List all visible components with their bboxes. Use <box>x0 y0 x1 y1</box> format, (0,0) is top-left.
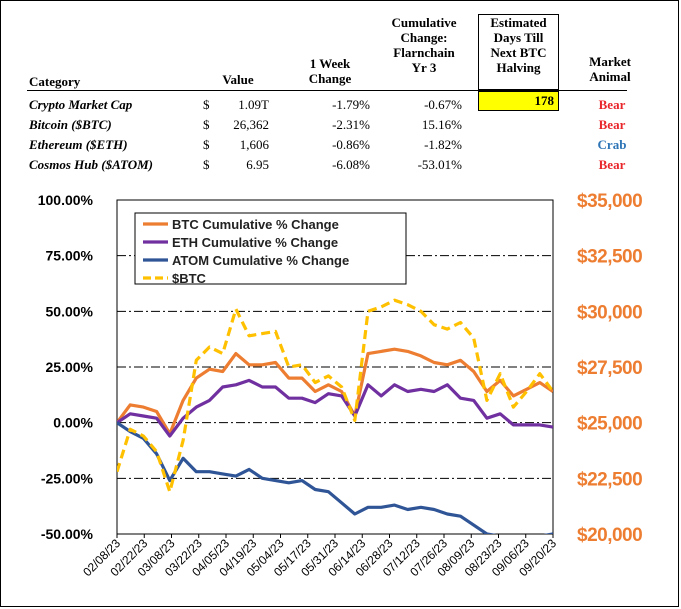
header-category: Category <box>29 74 81 89</box>
row-week-change: -2.31% <box>332 117 370 132</box>
header-underline <box>27 90 627 91</box>
row-market-animal: Bear <box>598 97 626 112</box>
legend-label: ETH Cumulative % Change <box>172 235 338 250</box>
series-line-eth-cumulative-change <box>117 378 553 438</box>
row-currency: $ <box>203 97 210 112</box>
header-value: Value <box>222 72 254 87</box>
halving-header-box <box>478 14 559 90</box>
right-tick-label: $30,000 <box>577 302 642 323</box>
legend-box <box>134 212 407 285</box>
legend-label: $BTC <box>172 271 207 286</box>
right-tick-label: $25,000 <box>577 414 642 435</box>
row-week-change: -0.86% <box>332 137 370 152</box>
header-cumulative-change: Cumulative Change: Flarnchain Yr 3 <box>378 15 470 75</box>
row-value: 26,362 <box>233 117 269 132</box>
legend-label: BTC Cumulative % Change <box>172 217 339 232</box>
header-halving-line-1: Estimated <box>490 15 547 30</box>
right-tick-label: $35,000 <box>577 191 642 212</box>
header-halving-line-2: Days Till <box>493 30 544 45</box>
header-animal-line-1: Market <box>589 54 631 69</box>
header-halving-line-3: Next BTC <box>490 45 547 60</box>
row-currency: $ <box>203 137 210 152</box>
row-cum-change: -1.82% <box>424 137 462 152</box>
series-line-btc <box>117 298 553 494</box>
chart-legend: BTC Cumulative % Change ETH Cumulative % … <box>134 212 407 286</box>
right-tick-label: $20,000 <box>577 525 642 546</box>
row-market-animal: Crab <box>597 137 627 152</box>
halving-days-value: 178 <box>478 91 559 111</box>
right-tick-label: $32,500 <box>577 247 642 268</box>
left-tick-label: -25.00% <box>41 470 94 486</box>
left-tick-label: 25.00% <box>46 359 94 375</box>
row-market-animal: Bear <box>598 117 626 132</box>
header-cum-line-1: Cumulative <box>391 15 457 30</box>
left-tick-label: 50.00% <box>46 303 94 319</box>
left-tick-label: 100.00% <box>38 192 94 208</box>
series-line-atom-cumulative-change <box>117 421 553 534</box>
row-value: 1.09T <box>238 97 269 112</box>
row-cum-change: -53.01% <box>417 157 462 172</box>
left-tick-label: 0.00% <box>53 415 93 431</box>
row-currency: $ <box>203 157 210 172</box>
header-week-change: 1 Week Change <box>290 56 370 86</box>
row-cum-change: 15.16% <box>421 117 462 132</box>
header-cum-line-2: Change: <box>400 30 448 45</box>
row-category: Crypto Market Cap <box>29 97 133 112</box>
header-week-line-2: Change <box>308 71 352 86</box>
right-tick-label: $22,500 <box>577 469 642 490</box>
left-axis-ticks: 100.00% 75.00% 50.00% 25.00% 0.00% -25.00% -50… <box>38 192 94 542</box>
right-tick-label: $27,500 <box>577 358 642 379</box>
row-value: 6.95 <box>246 157 269 172</box>
row-cum-change: -0.67% <box>424 97 462 112</box>
row-category: Ethereum ($ETH) <box>29 137 128 152</box>
row-currency: $ <box>203 117 210 132</box>
row-week-change: -1.79% <box>332 97 370 112</box>
legend-label: ATOM Cumulative % Change <box>172 253 349 268</box>
row-category: Cosmos Hub ($ATOM) <box>29 157 154 172</box>
header-animal-line-2: Animal <box>589 69 631 84</box>
header-week-line-1: 1 Week <box>309 56 351 71</box>
header-market-animal: Market Animal <box>570 54 650 84</box>
row-market-animal: Bear <box>598 157 626 172</box>
series-lines <box>117 298 553 534</box>
series-line-btc-cumulative-change <box>117 347 553 436</box>
left-tick-label: -50.00% <box>41 526 94 542</box>
row-category: Bitcoin ($BTC) <box>29 117 112 132</box>
row-week-change: -6.08% <box>332 157 370 172</box>
row-value: 1,606 <box>239 137 269 152</box>
left-tick-label: 75.00% <box>46 248 94 264</box>
header-halving-line-4: Halving <box>496 60 541 75</box>
header-halving: Estimated Days Till Next BTC Halving <box>478 15 559 75</box>
header-cum-line-3: Flarnchain <box>393 45 455 60</box>
x-axis-ticks: 02/08/2302/22/2303/08/2303/22/2304/05/23… <box>80 534 559 579</box>
header-cum-line-4: Yr 3 <box>411 60 437 75</box>
right-axis-ticks: $35,000 $32,500 $30,000 $27,500 $25,000 $22,5… <box>577 191 643 546</box>
